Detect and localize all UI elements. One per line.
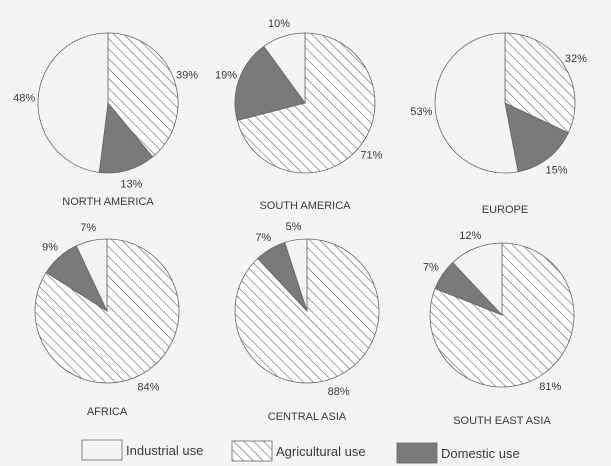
pie-europe: 32% 15% 53% EUROPE bbox=[410, 32, 587, 216]
slice-industrial bbox=[263, 32, 306, 105]
slice-agricultural bbox=[236, 32, 376, 174]
label-domestic-value: 13% bbox=[120, 179, 142, 191]
legend-label-domestic: Domestic use bbox=[441, 446, 520, 461]
label-agricultural-value: 71% bbox=[360, 150, 382, 162]
slice-industrial bbox=[452, 242, 503, 317]
pie-region-label: CENTRAL ASIA bbox=[268, 411, 347, 423]
slice-industrial bbox=[434, 32, 519, 174]
legend-swatch-agricultural bbox=[231, 440, 273, 462]
legend-label-agricultural: Agricultural use bbox=[276, 444, 366, 459]
slice-agricultural bbox=[107, 32, 179, 158]
label-domestic-value: 9% bbox=[42, 242, 58, 254]
legend-swatch-industrial bbox=[81, 439, 123, 461]
legend-label-industrial: Industrial use bbox=[126, 443, 203, 458]
pie-north-america: 39% 13% 48% NORTH AMERICA bbox=[13, 32, 198, 208]
pie-region-label: EUROPE bbox=[482, 204, 528, 216]
pie-region-label: SOUTH EAST ASIA bbox=[453, 415, 551, 427]
slice-industrial bbox=[284, 238, 308, 312]
pie-central-asia: 88% 7% 5% CENTRAL ASIA bbox=[234, 221, 380, 423]
label-agricultural-value: 39% bbox=[176, 70, 198, 82]
pie-south-america: 71% 19% 10% SOUTH AMERICA bbox=[215, 18, 383, 212]
label-domestic-value: 19% bbox=[215, 70, 237, 82]
label-industrial-value: 7% bbox=[80, 222, 96, 234]
label-industrial-value: 12% bbox=[459, 230, 481, 242]
label-agricultural-value: 81% bbox=[539, 381, 561, 393]
label-domestic-value: 7% bbox=[255, 232, 271, 244]
pies-group: 39% 13% 48% NORTH AMERICA 71% 19% 10% SOUTH AME… bbox=[13, 18, 587, 427]
pie-africa: 84% 9% 7% AFRICA bbox=[34, 222, 180, 418]
slice-industrial bbox=[75, 238, 108, 312]
pie-region-label: NORTH AMERICA bbox=[62, 196, 154, 208]
label-industrial-value: 5% bbox=[286, 221, 302, 233]
label-agricultural-value: 88% bbox=[328, 386, 350, 398]
slice-industrial bbox=[37, 32, 109, 173]
label-domestic-value: 15% bbox=[545, 164, 567, 176]
slice-domestic bbox=[504, 102, 569, 173]
label-industrial-value: 10% bbox=[268, 18, 290, 30]
label-agricultural-value: 84% bbox=[137, 381, 159, 393]
slice-domestic bbox=[98, 102, 154, 174]
legend: Industrial use Agricultural use Domestic u… bbox=[81, 439, 520, 464]
label-industrial-value: 48% bbox=[13, 93, 35, 105]
label-agricultural-value: 32% bbox=[565, 53, 587, 65]
legend-swatch-domestic bbox=[396, 442, 438, 464]
label-industrial-value: 53% bbox=[410, 106, 432, 118]
label-domestic-value: 7% bbox=[423, 262, 439, 274]
pie-south-east-asia: 81% 7% 12% SOUTH EAST ASIA bbox=[423, 230, 575, 427]
slice-domestic bbox=[234, 45, 306, 121]
pie-region-label: AFRICA bbox=[87, 406, 128, 418]
pie-region-label: SOUTH AMERICA bbox=[259, 200, 351, 212]
slice-agricultural bbox=[504, 32, 576, 134]
